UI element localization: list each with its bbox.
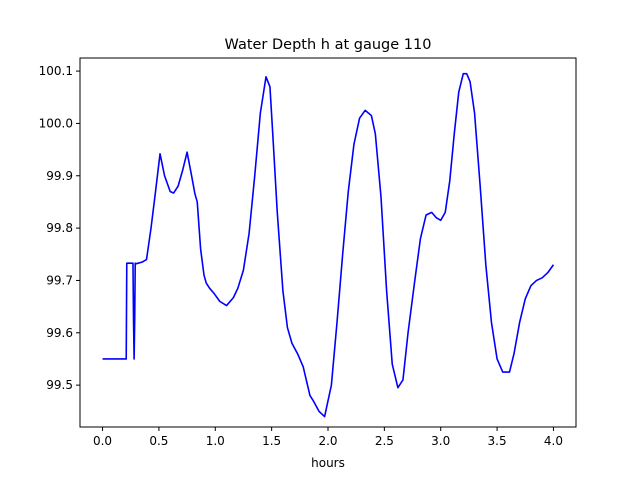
y-tick-label: 99.9 [46,169,73,183]
x-axis: 0.0 0.5 1.0 1.5 2.0 2.5 3.0 3.5 4.0 [93,427,563,448]
y-tick-label: 99.5 [46,378,73,392]
x-tick-label: 4.0 [544,434,563,448]
x-axis-label: hours [311,456,345,470]
x-tick-label: 0.5 [149,434,168,448]
y-axis: 99.5 99.6 99.7 99.8 99.9 100.0 100.1 [39,64,80,392]
x-tick-label: 3.0 [431,434,450,448]
x-tick-label: 1.0 [206,434,225,448]
y-tick-label: 99.8 [46,221,73,235]
y-tick-label: 100.0 [39,116,73,130]
series-line [102,72,555,418]
y-tick-label: 99.7 [46,273,73,287]
x-tick-label: 2.0 [318,434,337,448]
x-tick-label: 0.0 [93,434,112,448]
y-tick-label: 99.6 [46,326,73,340]
x-tick-label: 2.5 [375,434,394,448]
y-tick-label: 100.1 [39,64,73,78]
chart-title: Water Depth h at gauge 110 [225,37,432,53]
x-tick-label: 3.5 [488,434,507,448]
x-tick-label: 1.5 [262,434,281,448]
